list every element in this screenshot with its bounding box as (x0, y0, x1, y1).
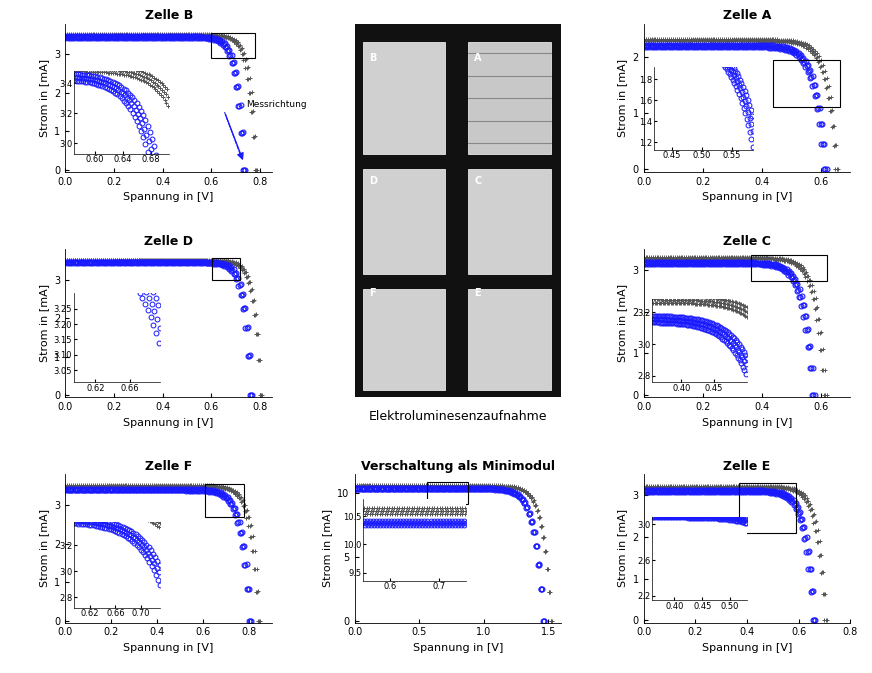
Bar (211, 33, 255, 58)
Title: Zelle F: Zelle F (145, 460, 193, 473)
FancyBboxPatch shape (363, 289, 446, 390)
FancyBboxPatch shape (363, 170, 446, 274)
Y-axis label: Strom in [mA]: Strom in [mA] (617, 509, 627, 588)
Text: B: B (369, 53, 377, 63)
Y-axis label: Strom in [mA]: Strom in [mA] (38, 59, 49, 137)
X-axis label: Spannung in [V]: Spannung in [V] (124, 643, 214, 653)
Text: Elektroluminesenzaufnahme: Elektroluminesenzaufnahme (369, 410, 547, 423)
Bar (739, 483, 796, 533)
X-axis label: Spannung in [V]: Spannung in [V] (702, 192, 792, 202)
Title: Verschaltung als Minimodul: Verschaltung als Minimodul (361, 460, 555, 473)
Title: Zelle B: Zelle B (145, 9, 193, 22)
Text: A: A (474, 53, 482, 63)
Y-axis label: Strom in [mA]: Strom in [mA] (322, 509, 332, 588)
Title: Zelle A: Zelle A (723, 9, 771, 22)
FancyBboxPatch shape (468, 289, 551, 390)
Bar (752, 255, 827, 281)
Title: Zelle E: Zelle E (723, 460, 771, 473)
X-axis label: Spannung in [V]: Spannung in [V] (412, 643, 503, 653)
Text: D: D (369, 176, 377, 186)
Text: F: F (369, 288, 376, 298)
Text: E: E (474, 288, 481, 298)
X-axis label: Spannung in [V]: Spannung in [V] (702, 417, 792, 427)
Title: Zelle D: Zelle D (144, 235, 194, 248)
FancyBboxPatch shape (363, 42, 446, 154)
Y-axis label: Strom in [mA]: Strom in [mA] (38, 509, 49, 588)
FancyBboxPatch shape (468, 170, 551, 274)
Bar (206, 483, 244, 518)
Y-axis label: Strom in [mA]: Strom in [mA] (617, 284, 627, 362)
X-axis label: Spannung in [V]: Spannung in [V] (124, 417, 214, 427)
X-axis label: Spannung in [V]: Spannung in [V] (124, 192, 214, 202)
Bar (773, 60, 840, 108)
Bar (426, 482, 468, 503)
Text: C: C (474, 176, 481, 186)
Title: Zelle C: Zelle C (723, 235, 771, 248)
Bar (213, 258, 241, 280)
Y-axis label: Strom in [mA]: Strom in [mA] (38, 284, 49, 362)
Y-axis label: Strom in [mA]: Strom in [mA] (617, 59, 627, 137)
FancyBboxPatch shape (468, 42, 551, 154)
Text: Messrichtung: Messrichtung (247, 100, 307, 109)
X-axis label: Spannung in [V]: Spannung in [V] (702, 643, 792, 653)
